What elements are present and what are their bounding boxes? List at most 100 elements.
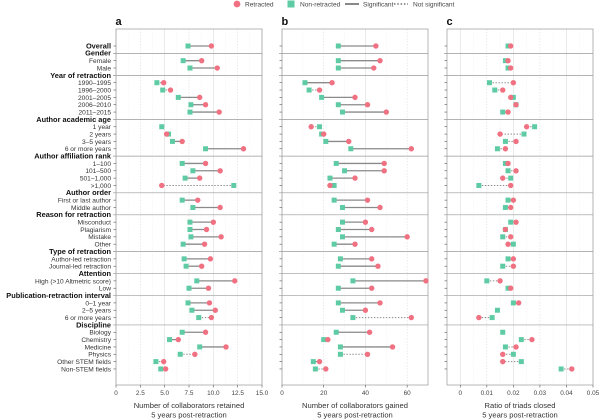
retracted-point: [423, 278, 429, 284]
retracted-point: [210, 219, 217, 225]
x-tick-label: 15.0: [256, 390, 269, 397]
panel-label: b: [282, 16, 289, 28]
retracted-point: [505, 109, 511, 115]
retracted-point: [377, 300, 383, 306]
plot-frame: [446, 28, 594, 386]
non-retracted-point: [183, 263, 189, 269]
retracted-point: [346, 138, 352, 145]
retracted-point: [208, 314, 215, 321]
group-header-label: Reason for retraction: [36, 210, 111, 219]
retracted-point: [377, 204, 383, 211]
retracted-point: [202, 329, 209, 335]
non-retracted-point: [494, 307, 500, 313]
row-label: 2 years: [89, 131, 111, 138]
non-retracted-point: [337, 256, 343, 262]
retracted-point: [368, 256, 375, 262]
retracted-point: [523, 124, 530, 130]
retracted-point: [197, 94, 203, 101]
x-tick-label: 12.5: [231, 390, 244, 397]
retracted-point: [217, 168, 223, 174]
x-tick-label: 10.0: [207, 390, 220, 397]
non-retracted-point: [505, 197, 511, 203]
non-retracted-point: [177, 351, 183, 357]
non-retracted-point: [505, 168, 511, 174]
x-tick-label: 5.0: [160, 390, 169, 397]
row-label: Medicine: [85, 344, 112, 351]
retracted-point: [408, 314, 415, 321]
retracted-point: [323, 366, 329, 372]
retracted-point: [329, 80, 335, 86]
non-retracted-point: [306, 87, 312, 93]
retracted-point: [364, 351, 371, 357]
retracted-point: [505, 57, 511, 64]
retracted-point: [513, 168, 519, 174]
x-tick-label: 0.05: [587, 390, 600, 397]
retracted-point: [513, 138, 519, 145]
non-retracted-point: [492, 87, 498, 93]
group-header-label: Author affiliation rank: [34, 152, 112, 161]
non-retracted-point: [333, 329, 339, 335]
retracted-point: [195, 197, 201, 203]
row-label: Low: [99, 286, 111, 293]
non-retracted-point: [505, 256, 511, 262]
retracted-point: [404, 234, 410, 240]
non-retracted-point: [335, 58, 341, 64]
row-label: 101–500: [85, 168, 111, 175]
non-retracted-point: [327, 175, 333, 181]
non-retracted-point: [302, 80, 308, 86]
row-label: Plagiarism: [80, 227, 111, 234]
row-label: 2–5 years: [82, 308, 112, 315]
legend-retracted-label: Retracted: [245, 2, 274, 9]
non-retracted-point: [335, 300, 341, 306]
retracted-point: [163, 131, 170, 137]
retracted-point: [508, 43, 514, 49]
non-retracted-point: [187, 219, 193, 225]
retracted-point: [316, 358, 323, 365]
retracted-point: [216, 109, 222, 115]
row-label: High (>10 Altmetric score): [35, 278, 111, 285]
non-retracted-point: [186, 285, 192, 291]
non-retracted-point: [179, 160, 185, 166]
non-retracted-point: [187, 109, 193, 115]
non-retracted-point: [331, 182, 337, 188]
x-axis-title: 5 years post-retraction: [482, 411, 558, 419]
non-retracted-point: [190, 204, 196, 210]
retracted-point: [160, 358, 167, 365]
retracted-point: [232, 278, 238, 284]
retracted-point: [529, 336, 535, 343]
legend-not-significant-label: Not significant: [413, 2, 455, 9]
row-label: First or last author: [58, 198, 112, 205]
retracted-point: [364, 197, 371, 203]
non-retracted-point: [339, 234, 345, 240]
row-label: Physics: [88, 352, 111, 359]
x-tick-label: 2.5: [136, 390, 145, 397]
retracted-point: [500, 351, 506, 357]
retracted-point: [217, 204, 223, 211]
retracted-point: [510, 80, 517, 86]
retracted-point: [352, 175, 358, 181]
retracted-point: [308, 124, 314, 130]
non-retracted-point: [532, 124, 538, 130]
non-retracted-point: [500, 109, 506, 115]
panel-label: a: [116, 16, 123, 28]
non-retracted-point: [350, 278, 356, 284]
retracted-point: [202, 102, 209, 108]
x-axis-title: Number of collaborators gained: [302, 401, 408, 410]
x-tick-label: 40: [362, 390, 370, 397]
retracted-point: [206, 300, 213, 306]
non-retracted-point: [188, 234, 194, 240]
row-label: 2006–2010: [78, 102, 111, 109]
retracted-point: [508, 285, 514, 291]
row-label: 1 year: [93, 124, 112, 131]
retracted-point: [381, 168, 387, 174]
row-label: 1996–2000: [78, 87, 111, 94]
non-retracted-point: [510, 300, 516, 306]
retracted-point: [160, 80, 167, 86]
row-label: Other STEM fields: [57, 359, 112, 366]
retracted-point: [214, 65, 220, 71]
x-tick-label: 0.03: [534, 390, 547, 397]
x-axis-title: Number of collaborators retained: [134, 401, 245, 410]
non-retracted-point: [335, 285, 341, 291]
retracted-point: [502, 226, 509, 233]
retracted-point: [198, 57, 205, 64]
